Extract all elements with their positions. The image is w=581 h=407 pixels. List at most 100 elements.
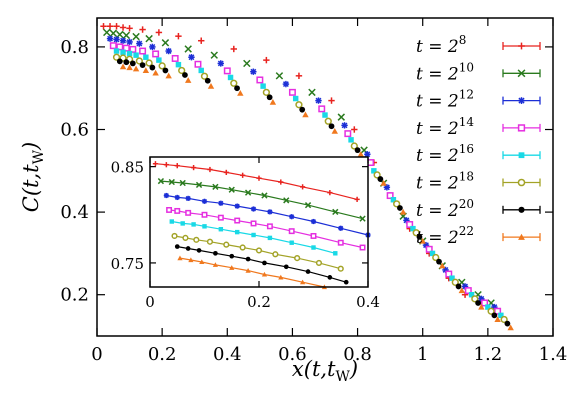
main-data-point: [156, 57, 162, 63]
main-series-t-2-16: [113, 48, 504, 319]
main-data-point: [380, 179, 387, 186]
main-data-point: [263, 56, 270, 64]
main-data-point: [139, 26, 146, 33]
main-data-point: [471, 295, 479, 303]
main-data-point: [351, 126, 358, 133]
inset-data-point: [234, 203, 240, 209]
inset-data-point: [195, 181, 203, 189]
inset-data-point: [310, 218, 317, 225]
legend-marker: [518, 152, 525, 159]
inset-data-point: [327, 275, 333, 280]
main-data-point: [266, 94, 273, 101]
legend-marker: [518, 233, 525, 240]
inset-data-point: [343, 279, 349, 285]
inset-data-point: [191, 164, 197, 171]
main-data-point: [113, 36, 120, 43]
main-data-point: [116, 30, 124, 39]
inset-data-point: [157, 177, 165, 185]
inset-data-point: [256, 175, 262, 181]
inset-data-point: [174, 207, 181, 214]
main-data-point: [152, 69, 159, 76]
inset-data-point: [163, 162, 169, 168]
main-data-point: [302, 111, 309, 118]
main-data-point: [143, 54, 149, 60]
main-data-point: [371, 168, 377, 174]
inset-data-point: [289, 214, 295, 220]
main-data-point: [315, 97, 322, 104]
main-data-point: [436, 258, 442, 265]
main-series-t-2-22: [119, 63, 514, 331]
inset-data-point: [218, 200, 224, 206]
legend-entry: t = 214: [416, 115, 541, 139]
legend-entry: t = 212: [416, 88, 541, 112]
legend-entry: t = 222: [416, 224, 541, 248]
inset-data-point: [245, 268, 251, 273]
main-data-point: [348, 137, 354, 143]
main-data-point: [132, 32, 140, 41]
main-data-point: [155, 29, 163, 36]
main-data-point: [494, 307, 502, 315]
main-data-point: [182, 72, 188, 78]
inset-data-point: [261, 271, 268, 277]
main-data-point: [344, 130, 352, 138]
inset-data-point: [240, 172, 246, 178]
main-data-point: [416, 234, 423, 240]
inset-data-point: [250, 220, 257, 227]
inset-data-point: [152, 161, 159, 167]
main-data-point: [318, 105, 326, 113]
inset-data-point: [283, 197, 290, 204]
inset-data-point: [278, 274, 284, 280]
main-data-point: [116, 58, 123, 65]
main-data-point: [106, 35, 114, 42]
inset-data-point: [278, 179, 284, 185]
inset-data-point: [180, 221, 185, 226]
main-data-point: [250, 68, 257, 75]
main-data-point: [100, 23, 107, 30]
main-data-point: [120, 49, 126, 55]
legend-entry: t = 218: [416, 170, 541, 194]
inset-data-point: [359, 215, 366, 222]
inset-data-point: [185, 209, 192, 216]
inset-data-point: [250, 206, 257, 212]
inset-data-point: [196, 248, 202, 253]
main-xtick-label: 1.4: [539, 344, 568, 365]
inset-series-t-2-10: [157, 177, 366, 222]
inset-data-point: [310, 233, 317, 239]
main-data-point: [234, 85, 240, 92]
main-data-point: [162, 67, 169, 74]
inset-data-point: [294, 255, 301, 262]
legend-label: t = 220: [416, 197, 474, 221]
main-data-point: [425, 245, 433, 253]
main-data-point: [275, 72, 284, 80]
main-data-point: [123, 59, 130, 66]
main-data-point: [399, 208, 407, 215]
inset-data-point: [261, 192, 268, 199]
main-data-point: [337, 113, 346, 121]
main-data-point: [122, 31, 131, 40]
inset-data-point: [179, 179, 186, 187]
inset-data-point: [174, 163, 180, 169]
main-series-t-2-20: [116, 58, 511, 327]
main-data-point: [357, 151, 365, 157]
inset-xtick-label: 0.2: [247, 293, 271, 311]
inset-series-t-2-18: [171, 232, 344, 272]
inset-data-point: [223, 169, 229, 176]
inset-series-t-2-16: [169, 219, 338, 256]
main-data-point: [507, 324, 514, 331]
main-data-point: [119, 24, 127, 31]
main-data-point: [175, 32, 182, 40]
inset-data-point: [300, 279, 306, 285]
inset-data-point: [332, 208, 339, 216]
inset-data-point: [202, 224, 207, 229]
legend-label: t = 214: [416, 115, 474, 139]
main-data-point: [295, 101, 303, 109]
inset-data-point: [182, 234, 189, 241]
main-data-point: [282, 80, 290, 88]
main-data-point: [324, 117, 332, 125]
main-data-point: [292, 95, 299, 102]
legend-marker: [517, 178, 526, 187]
main-data-point: [122, 44, 130, 52]
main-data-point: [445, 270, 453, 278]
inset-data-point: [185, 246, 191, 251]
inset-data-point: [300, 184, 306, 190]
